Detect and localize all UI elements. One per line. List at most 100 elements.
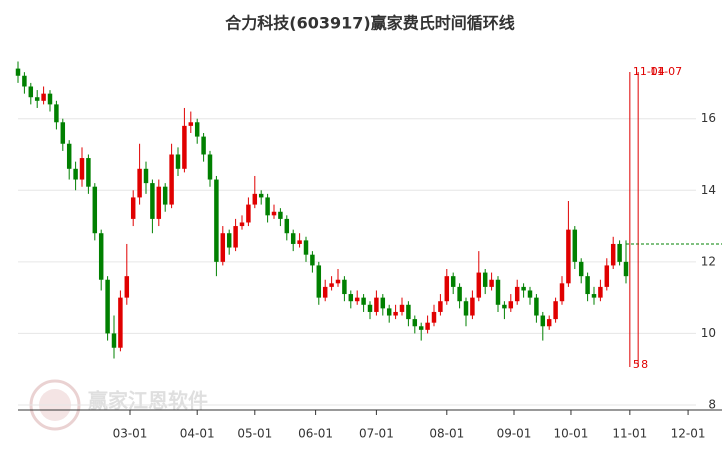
x-tick-label: 12-01 — [671, 427, 706, 441]
watermark: 赢家江恩软件 — [29, 379, 208, 431]
candle-body — [137, 168, 142, 198]
y-tick-label: 14 — [701, 183, 716, 197]
candle-body — [86, 158, 91, 187]
candle-body — [297, 240, 302, 244]
candle-body — [482, 272, 488, 287]
x-tick-label: 05-01 — [237, 427, 272, 441]
candle-body — [348, 294, 354, 302]
candle-body — [34, 97, 40, 101]
candle-body — [617, 243, 622, 262]
candle-body — [130, 197, 136, 219]
candle-body — [175, 154, 181, 169]
candle-body — [438, 301, 443, 312]
candle-body — [73, 168, 78, 180]
candle-body — [610, 243, 616, 266]
candle-body — [418, 326, 424, 330]
candle-body — [598, 286, 603, 298]
candle-body — [271, 211, 277, 216]
candle-body — [444, 276, 450, 302]
candle-body — [578, 261, 584, 277]
x-tick-label: 03-01 — [113, 427, 148, 441]
candle-body — [591, 294, 597, 298]
candle-body — [188, 122, 194, 126]
candle-body — [22, 75, 27, 87]
candle-body — [290, 233, 296, 244]
candle-body — [457, 286, 462, 302]
candle-body — [546, 319, 552, 327]
y-tick-label: 16 — [701, 111, 716, 125]
candle-body — [79, 158, 85, 180]
watermark-text: 赢家江恩软件 — [88, 389, 208, 413]
candle-body — [220, 233, 226, 262]
candle-body — [150, 183, 155, 219]
cycle-bottom-label: 8 — [641, 358, 648, 371]
candle-body — [425, 322, 430, 330]
candle-body — [386, 308, 392, 316]
y-tick-label: 12 — [701, 254, 716, 268]
x-tick-label: 08-01 — [429, 427, 464, 441]
candle-body — [111, 333, 117, 348]
chart-title: 合力科技(603917)赢家费氏时间循环线 — [225, 14, 514, 33]
candle-body — [201, 136, 206, 155]
candle-body — [169, 154, 174, 205]
candle-body — [566, 229, 571, 284]
candle-body — [54, 104, 59, 123]
candle-body — [265, 197, 270, 216]
candle-body — [521, 286, 526, 291]
candle-body — [604, 265, 610, 287]
candle-body — [380, 297, 386, 309]
candle-body — [303, 240, 309, 255]
candle-body — [540, 315, 546, 327]
candle-body — [502, 304, 507, 309]
cycle-bottom-label: 5 — [633, 358, 640, 371]
x-tick-label: 04-01 — [180, 427, 215, 441]
candle-body — [310, 254, 315, 266]
candle-body — [354, 297, 360, 302]
candle-body — [534, 297, 539, 316]
candle-body — [527, 290, 533, 298]
candle-body — [470, 297, 475, 316]
candle-body — [463, 301, 469, 316]
candle-body — [489, 279, 494, 287]
y-tick-label: 8 — [708, 397, 716, 411]
cycle-top-label: 11-07 — [650, 65, 682, 78]
x-tick-label: 11-01 — [612, 427, 647, 441]
candle-body — [41, 93, 46, 101]
candle-body — [495, 279, 501, 305]
candle-body — [92, 186, 98, 234]
candle-body — [246, 204, 251, 223]
candle-body — [105, 279, 110, 334]
candle-body — [342, 279, 347, 295]
candle-body — [98, 233, 104, 280]
candle-body — [431, 311, 437, 323]
candle-body — [239, 222, 245, 227]
candle-body — [226, 233, 232, 248]
candle-body — [572, 229, 578, 262]
candle-body — [393, 311, 398, 316]
candle-body — [258, 193, 264, 198]
candle-body — [476, 272, 482, 298]
candle-body — [585, 276, 590, 295]
candle-body — [233, 226, 238, 248]
candle-body — [335, 279, 341, 284]
candle-body — [60, 122, 66, 144]
cycle-top-label: 11-04 — [633, 65, 665, 78]
candle-body — [514, 286, 520, 302]
candle-body — [47, 93, 53, 105]
candle-body — [143, 168, 149, 184]
x-tick-label: 07-01 — [359, 427, 394, 441]
candle-body — [28, 86, 34, 98]
candle-body — [450, 276, 456, 287]
candle-body — [374, 297, 379, 312]
candle-body — [214, 179, 219, 262]
candle-body — [207, 154, 213, 180]
candle-body — [559, 283, 565, 302]
candle-body — [118, 297, 123, 348]
x-tick-label: 09-01 — [497, 427, 532, 441]
candle-body — [156, 186, 162, 219]
candle-body — [66, 143, 72, 169]
candle-body — [367, 304, 373, 312]
candle-body — [406, 304, 411, 320]
candle-body — [252, 193, 258, 205]
y-tick-label: 10 — [701, 326, 716, 340]
